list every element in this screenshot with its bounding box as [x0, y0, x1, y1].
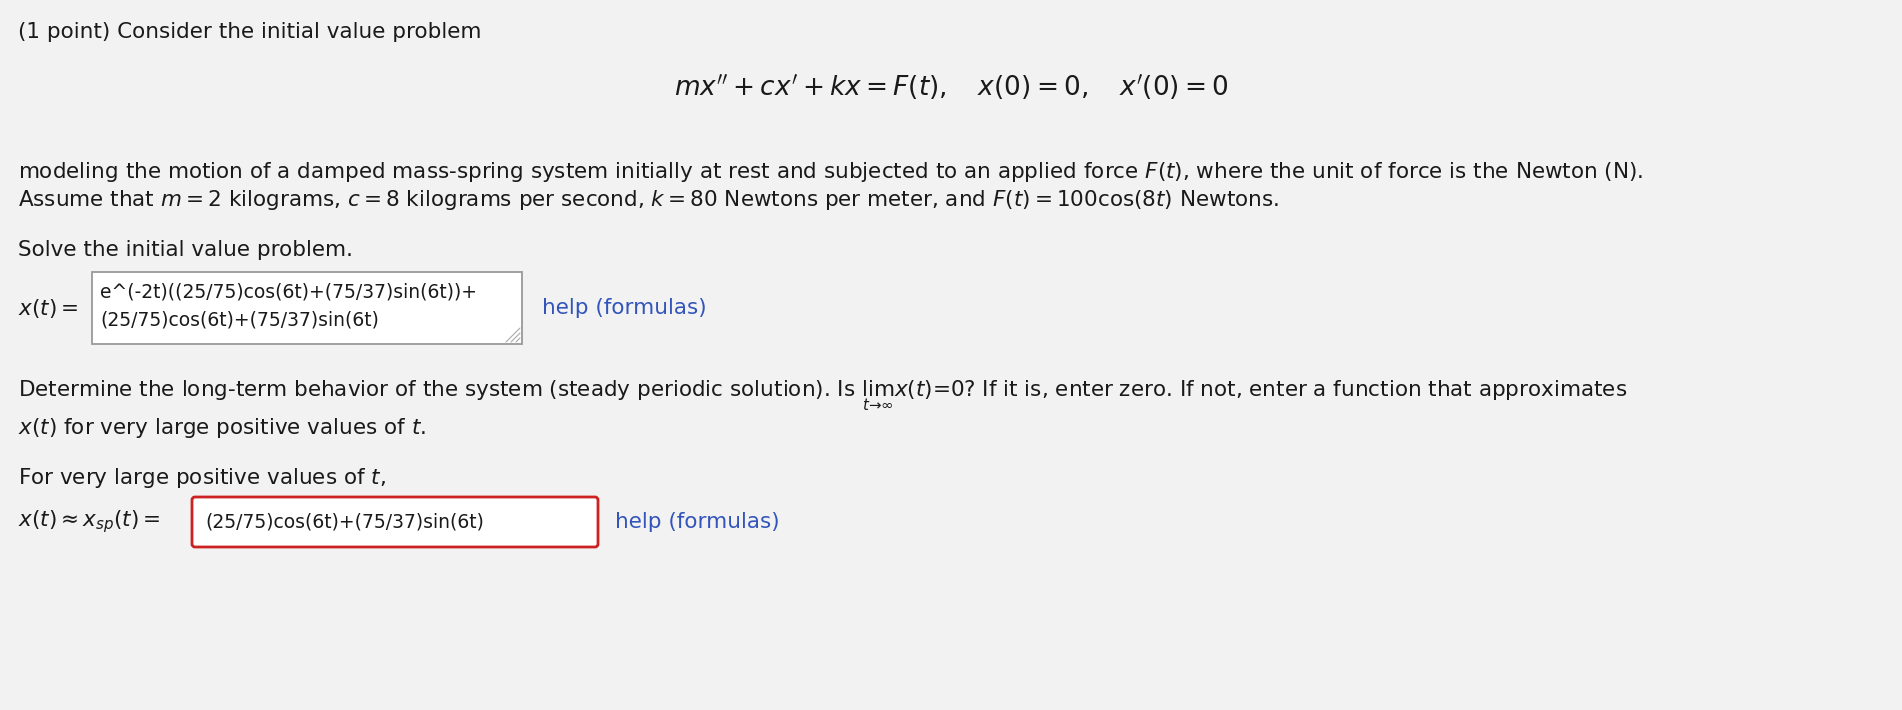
- Text: (1 point) Consider the initial value problem: (1 point) Consider the initial value pro…: [17, 22, 481, 42]
- FancyBboxPatch shape: [91, 272, 521, 344]
- Text: $x(t) \approx x_{sp}(t) =$: $x(t) \approx x_{sp}(t) =$: [17, 508, 162, 535]
- FancyBboxPatch shape: [192, 497, 597, 547]
- Text: Assume that $m = 2$ kilograms, $c = 8$ kilograms per second, $k = 80$ Newtons pe: Assume that $m = 2$ kilograms, $c = 8$ k…: [17, 188, 1278, 212]
- Text: e^(-2t)((25/75)cos(6t)+(75/37)sin(6t))+: e^(-2t)((25/75)cos(6t)+(75/37)sin(6t))+: [101, 282, 477, 301]
- Text: modeling the motion of a damped mass-spring system initially at rest and subject: modeling the motion of a damped mass-spr…: [17, 160, 1643, 184]
- Text: $x(t) =$: $x(t) =$: [17, 297, 78, 320]
- Text: help (formulas): help (formulas): [614, 512, 780, 532]
- Text: (25/75)cos(6t)+(75/37)sin(6t): (25/75)cos(6t)+(75/37)sin(6t): [101, 310, 378, 329]
- Text: Solve the initial value problem.: Solve the initial value problem.: [17, 240, 354, 260]
- Text: $mx'' + cx' + kx = F(t), \quad x(0) = 0, \quad x'(0) = 0$: $mx'' + cx' + kx = F(t), \quad x(0) = 0,…: [673, 72, 1229, 102]
- Text: $x(t)$ for very large positive values of $t$.: $x(t)$ for very large positive values of…: [17, 416, 426, 440]
- Text: help (formulas): help (formulas): [542, 298, 708, 318]
- Text: For very large positive values of $t$,: For very large positive values of $t$,: [17, 466, 386, 490]
- Text: Determine the long-term behavior of the system (steady periodic solution). Is $\: Determine the long-term behavior of the …: [17, 378, 1628, 413]
- Text: (25/75)cos(6t)+(75/37)sin(6t): (25/75)cos(6t)+(75/37)sin(6t): [205, 513, 483, 532]
